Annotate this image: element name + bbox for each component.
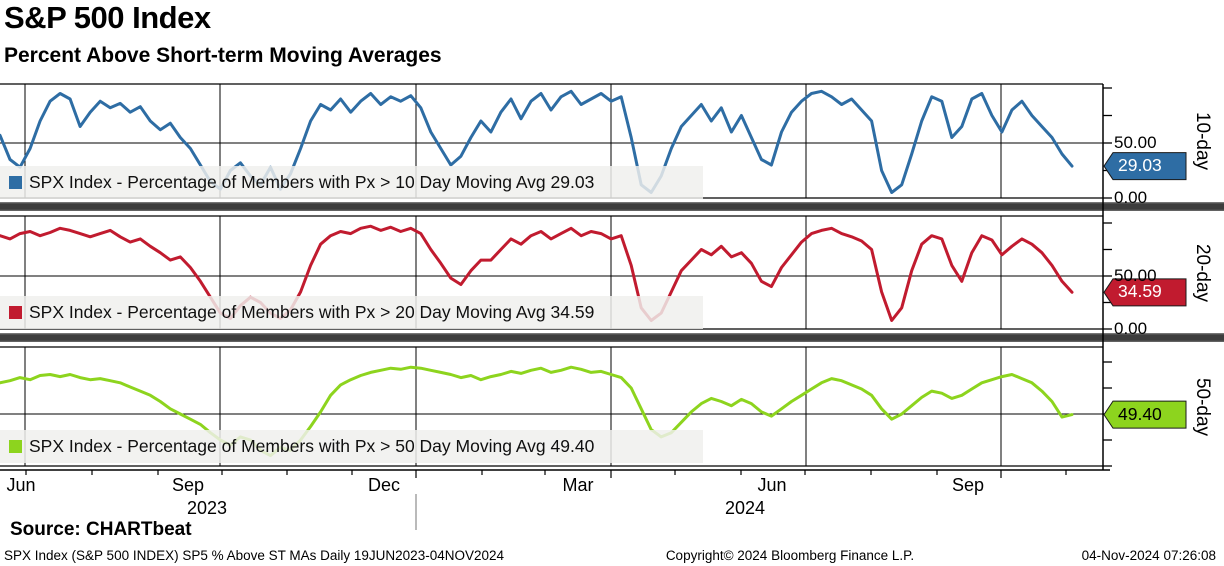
y-axis-label: 0.00	[1114, 188, 1148, 207]
y-axis-label: 0.00	[1114, 319, 1148, 338]
y-axis-label: 50.00	[1114, 133, 1157, 152]
page-subtitle: Percent Above Short-term Moving Averages	[4, 44, 442, 67]
footer-timestamp: 04-Nov-2024 07:26:08	[1081, 548, 1216, 563]
legend-swatch-icon	[9, 176, 22, 189]
page-title: S&P 500 Index	[4, 0, 211, 35]
x-axis-month-label: Jun	[6, 475, 36, 495]
panel-separator	[0, 202, 1224, 211]
footer-ticker-description: SPX Index (S&P 500 INDEX) SP5 % Above ST…	[4, 548, 505, 563]
x-axis-month-label: Jun	[757, 475, 787, 495]
legend-label: SPX Index - Percentage of Members with P…	[29, 172, 595, 192]
x-axis-month-label: Dec	[367, 475, 401, 495]
legend-swatch-icon	[9, 306, 22, 319]
panel-side-label: 50-day	[1192, 377, 1213, 436]
footer-copyright: Copyright© 2024 Bloomberg Finance L.P.	[665, 548, 915, 563]
x-axis-month-label: Sep	[951, 475, 985, 495]
x-axis-year-label: 2023	[186, 498, 228, 518]
legend-band	[0, 430, 703, 463]
legend-swatch-icon	[9, 440, 22, 453]
legend-20-day: SPX Index - Percentage of Members with P…	[0, 296, 703, 329]
legend-band	[0, 166, 703, 199]
source-label: Source: CHARTbeat	[10, 519, 192, 540]
legend-label: SPX Index - Percentage of Members with P…	[29, 302, 595, 322]
panel-separator	[0, 333, 1224, 342]
series-line-20-day	[0, 224, 1074, 322]
last-value-label: 49.40	[1118, 403, 1162, 424]
last-value-badge-10-day	[1103, 152, 1187, 181]
last-value-badge-50-day	[1103, 400, 1187, 429]
panel-side-label: 20-day	[1192, 243, 1213, 302]
x-axis-year-label: 2024	[724, 498, 766, 518]
legend-50-day: SPX Index - Percentage of Members with P…	[0, 430, 703, 463]
last-value-label: 29.03	[1118, 155, 1162, 176]
panel-side-label: 10-day	[1192, 111, 1213, 171]
last-value-label: 34.59	[1118, 281, 1162, 302]
series-line-50-day	[0, 365, 1074, 458]
series-line-10-day	[0, 89, 1074, 194]
y-axis-label: 50.00	[1114, 266, 1157, 285]
legend-10-day: SPX Index - Percentage of Members with P…	[0, 166, 703, 199]
legend-band	[0, 296, 703, 329]
last-value-badge-20-day	[1103, 278, 1187, 307]
x-axis-month-label: Sep	[171, 475, 205, 495]
x-axis-month-label: Mar	[562, 475, 594, 495]
legend-label: SPX Index - Percentage of Members with P…	[29, 436, 595, 456]
